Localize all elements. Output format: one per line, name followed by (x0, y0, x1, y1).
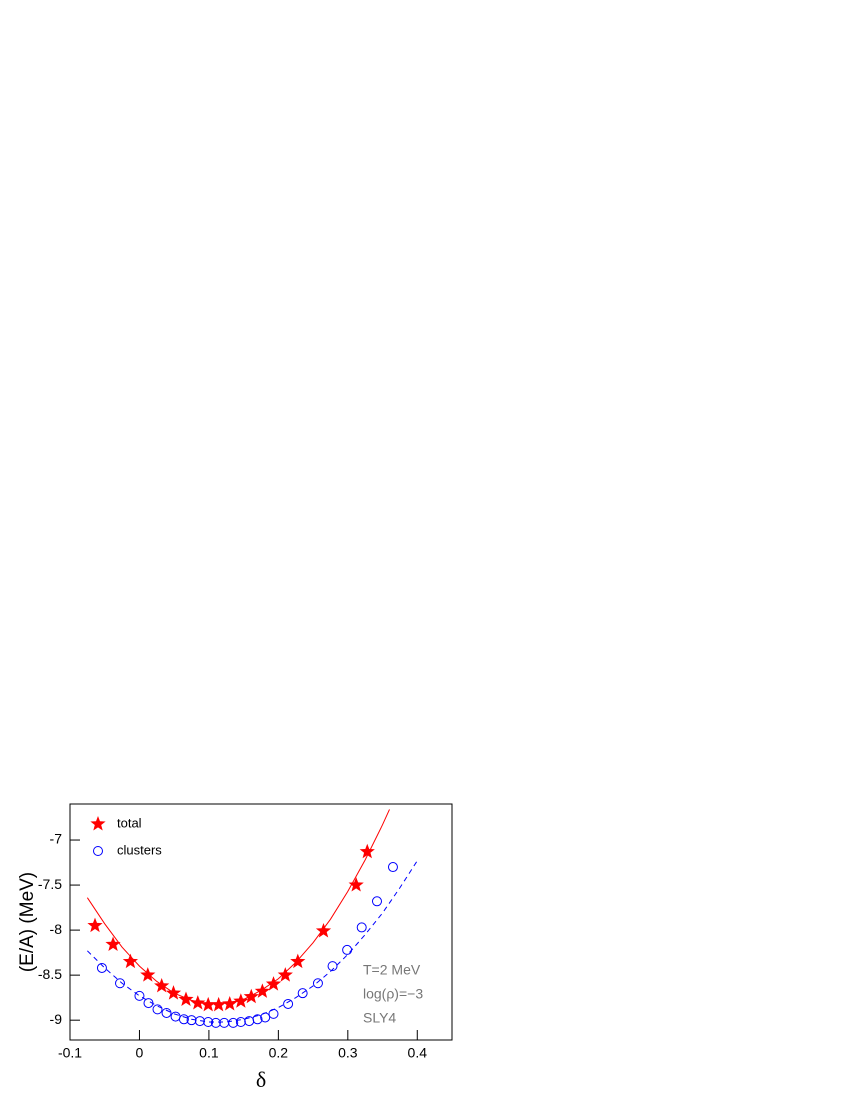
plot-frame (69, 803, 453, 1041)
star-marker (359, 843, 375, 859)
annotation: T=2 MeV (363, 962, 421, 978)
circle-marker (210, 1017, 221, 1028)
star-marker (233, 993, 249, 1008)
x-axis-label: δ (256, 1067, 266, 1092)
star-marker (190, 995, 206, 1010)
circle-marker (297, 988, 308, 999)
circle-marker (228, 1017, 239, 1028)
circle-marker (327, 961, 338, 972)
star-marker (165, 985, 182, 1000)
star-marker (254, 983, 270, 998)
circle-marker (178, 1014, 189, 1025)
circle-marker (387, 862, 398, 873)
y-tick-label: -9 (50, 1011, 63, 1027)
y-tick-label: -8 (50, 921, 63, 937)
star-marker (211, 996, 227, 1012)
star-marker (200, 996, 216, 1012)
y-axis-label: (E/A) (MeV) (17, 872, 38, 972)
star-marker (243, 988, 259, 1004)
star-marker (140, 967, 156, 982)
y-tick-label: -7 (50, 831, 63, 847)
star-marker (315, 923, 332, 938)
circle-marker (283, 998, 294, 1009)
circle-marker (312, 978, 323, 989)
circle-marker (235, 1016, 246, 1027)
x-tick-label: 0.2 (269, 1045, 289, 1061)
x-tick-label: 0.4 (408, 1045, 428, 1061)
annotation: SLY4 (363, 1010, 396, 1026)
y-tick-label: -8.5 (38, 966, 62, 982)
star-marker (154, 977, 170, 993)
circle-marker (268, 1008, 279, 1019)
circle-marker (203, 1016, 214, 1027)
legend-label: clusters (117, 842, 162, 857)
star-marker (265, 976, 282, 991)
circle-marker (170, 1011, 181, 1022)
circle-marker (152, 1004, 163, 1015)
legend-marker (90, 816, 106, 831)
fit-line (86, 809, 390, 1005)
circle-marker (96, 962, 107, 973)
x-tick-label: -0.1 (58, 1045, 82, 1061)
circle-marker (194, 1016, 205, 1027)
legend-marker (93, 846, 103, 856)
circle-marker (356, 922, 367, 933)
star-marker (122, 953, 139, 969)
circle-marker (143, 998, 154, 1009)
x-tick-label: 0.1 (199, 1045, 219, 1061)
circle-marker (115, 978, 126, 989)
star-marker (277, 967, 293, 982)
star-marker (178, 991, 194, 1006)
circle-marker (186, 1015, 197, 1026)
y-tick-label: -7.5 (38, 876, 62, 892)
star-marker (290, 953, 306, 969)
circle-marker (219, 1017, 230, 1028)
x-tick-label: 0.3 (338, 1045, 358, 1061)
x-tick-label: 0 (136, 1045, 144, 1061)
legend-label: total (117, 815, 142, 830)
circle-marker (134, 990, 145, 1001)
circle-marker (342, 944, 353, 955)
circle-marker (252, 1014, 263, 1025)
star-marker (348, 877, 364, 892)
circle-marker (260, 1012, 271, 1023)
fit-line (87, 860, 418, 1023)
star-marker (87, 917, 103, 933)
star-marker (105, 936, 121, 951)
circle-marker (371, 896, 382, 907)
circle-marker (161, 1007, 172, 1018)
annotation: log(ρ)=−3 (363, 986, 423, 1002)
star-marker (222, 995, 238, 1011)
